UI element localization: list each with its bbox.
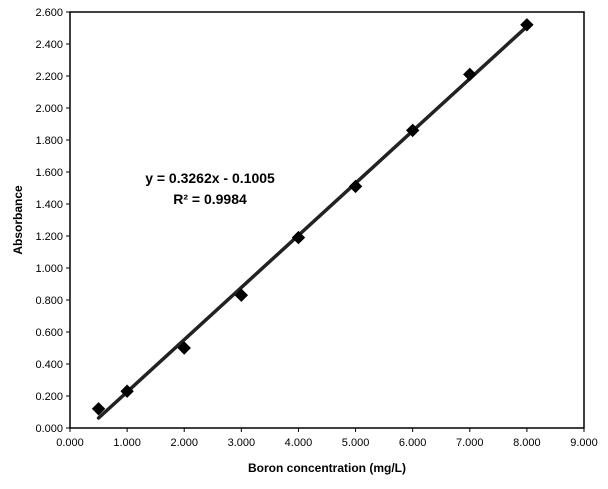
y-tick-label: 1.800 (35, 135, 63, 147)
x-tick-label: 9.000 (570, 437, 598, 449)
data-point (520, 18, 534, 32)
data-point (291, 230, 306, 245)
y-tick-label: 0.000 (35, 423, 63, 435)
y-tick-label: 1.600 (35, 167, 63, 179)
data-point (177, 341, 191, 355)
x-tick-label: 0.000 (56, 437, 84, 449)
plot-area (69, 11, 585, 429)
y-tick-label: 1.000 (35, 263, 63, 275)
x-tick-label: 2.000 (170, 437, 198, 449)
data-point (405, 123, 420, 138)
x-tick-label: 5.000 (342, 437, 370, 449)
x-tick-label: 1.000 (113, 437, 141, 449)
x-tick-label: 8.000 (513, 437, 541, 449)
y-tick-label: 0.600 (35, 327, 63, 339)
r-squared-label: R² = 0.9984 (173, 191, 247, 207)
data-point (348, 179, 363, 194)
data-points (91, 18, 534, 416)
data-point (463, 67, 477, 82)
trendline-group (96, 24, 529, 420)
data-point (120, 384, 134, 398)
x-axis: 0.000 1.000 2.000 3.000 4.000 5.000 6.000 7.000… (56, 428, 598, 449)
y-tick-label: 2.400 (35, 39, 63, 51)
y-tick-label: 0.400 (35, 359, 63, 371)
data-point (91, 402, 106, 416)
x-tick-label: 3.000 (228, 437, 256, 449)
y-tick-label: 2.200 (35, 71, 63, 83)
y-axis: 0.000 0.200 0.400 0.600 0.800 1.000 1.200 1.400… (35, 7, 70, 435)
x-axis-title: Boron concentration (mg/L) (248, 461, 406, 475)
trendline-equation: y = 0.3262x - 0.1005 (145, 170, 275, 186)
x-tick-label: 4.000 (285, 437, 313, 449)
y-tick-label: 2.600 (35, 7, 63, 19)
y-tick-label: 1.200 (35, 231, 63, 243)
data-point (234, 288, 249, 302)
y-tick-label: 0.200 (35, 391, 63, 403)
x-tick-label: 6.000 (399, 437, 427, 449)
y-axis-title: Absorbance (11, 185, 25, 255)
linear-trendline (96, 24, 529, 420)
y-tick-label: 1.400 (35, 199, 63, 211)
y-tick-label: 2.000 (35, 103, 63, 115)
y-tick-label: 0.800 (35, 295, 63, 307)
x-tick-label: 7.000 (456, 437, 484, 449)
